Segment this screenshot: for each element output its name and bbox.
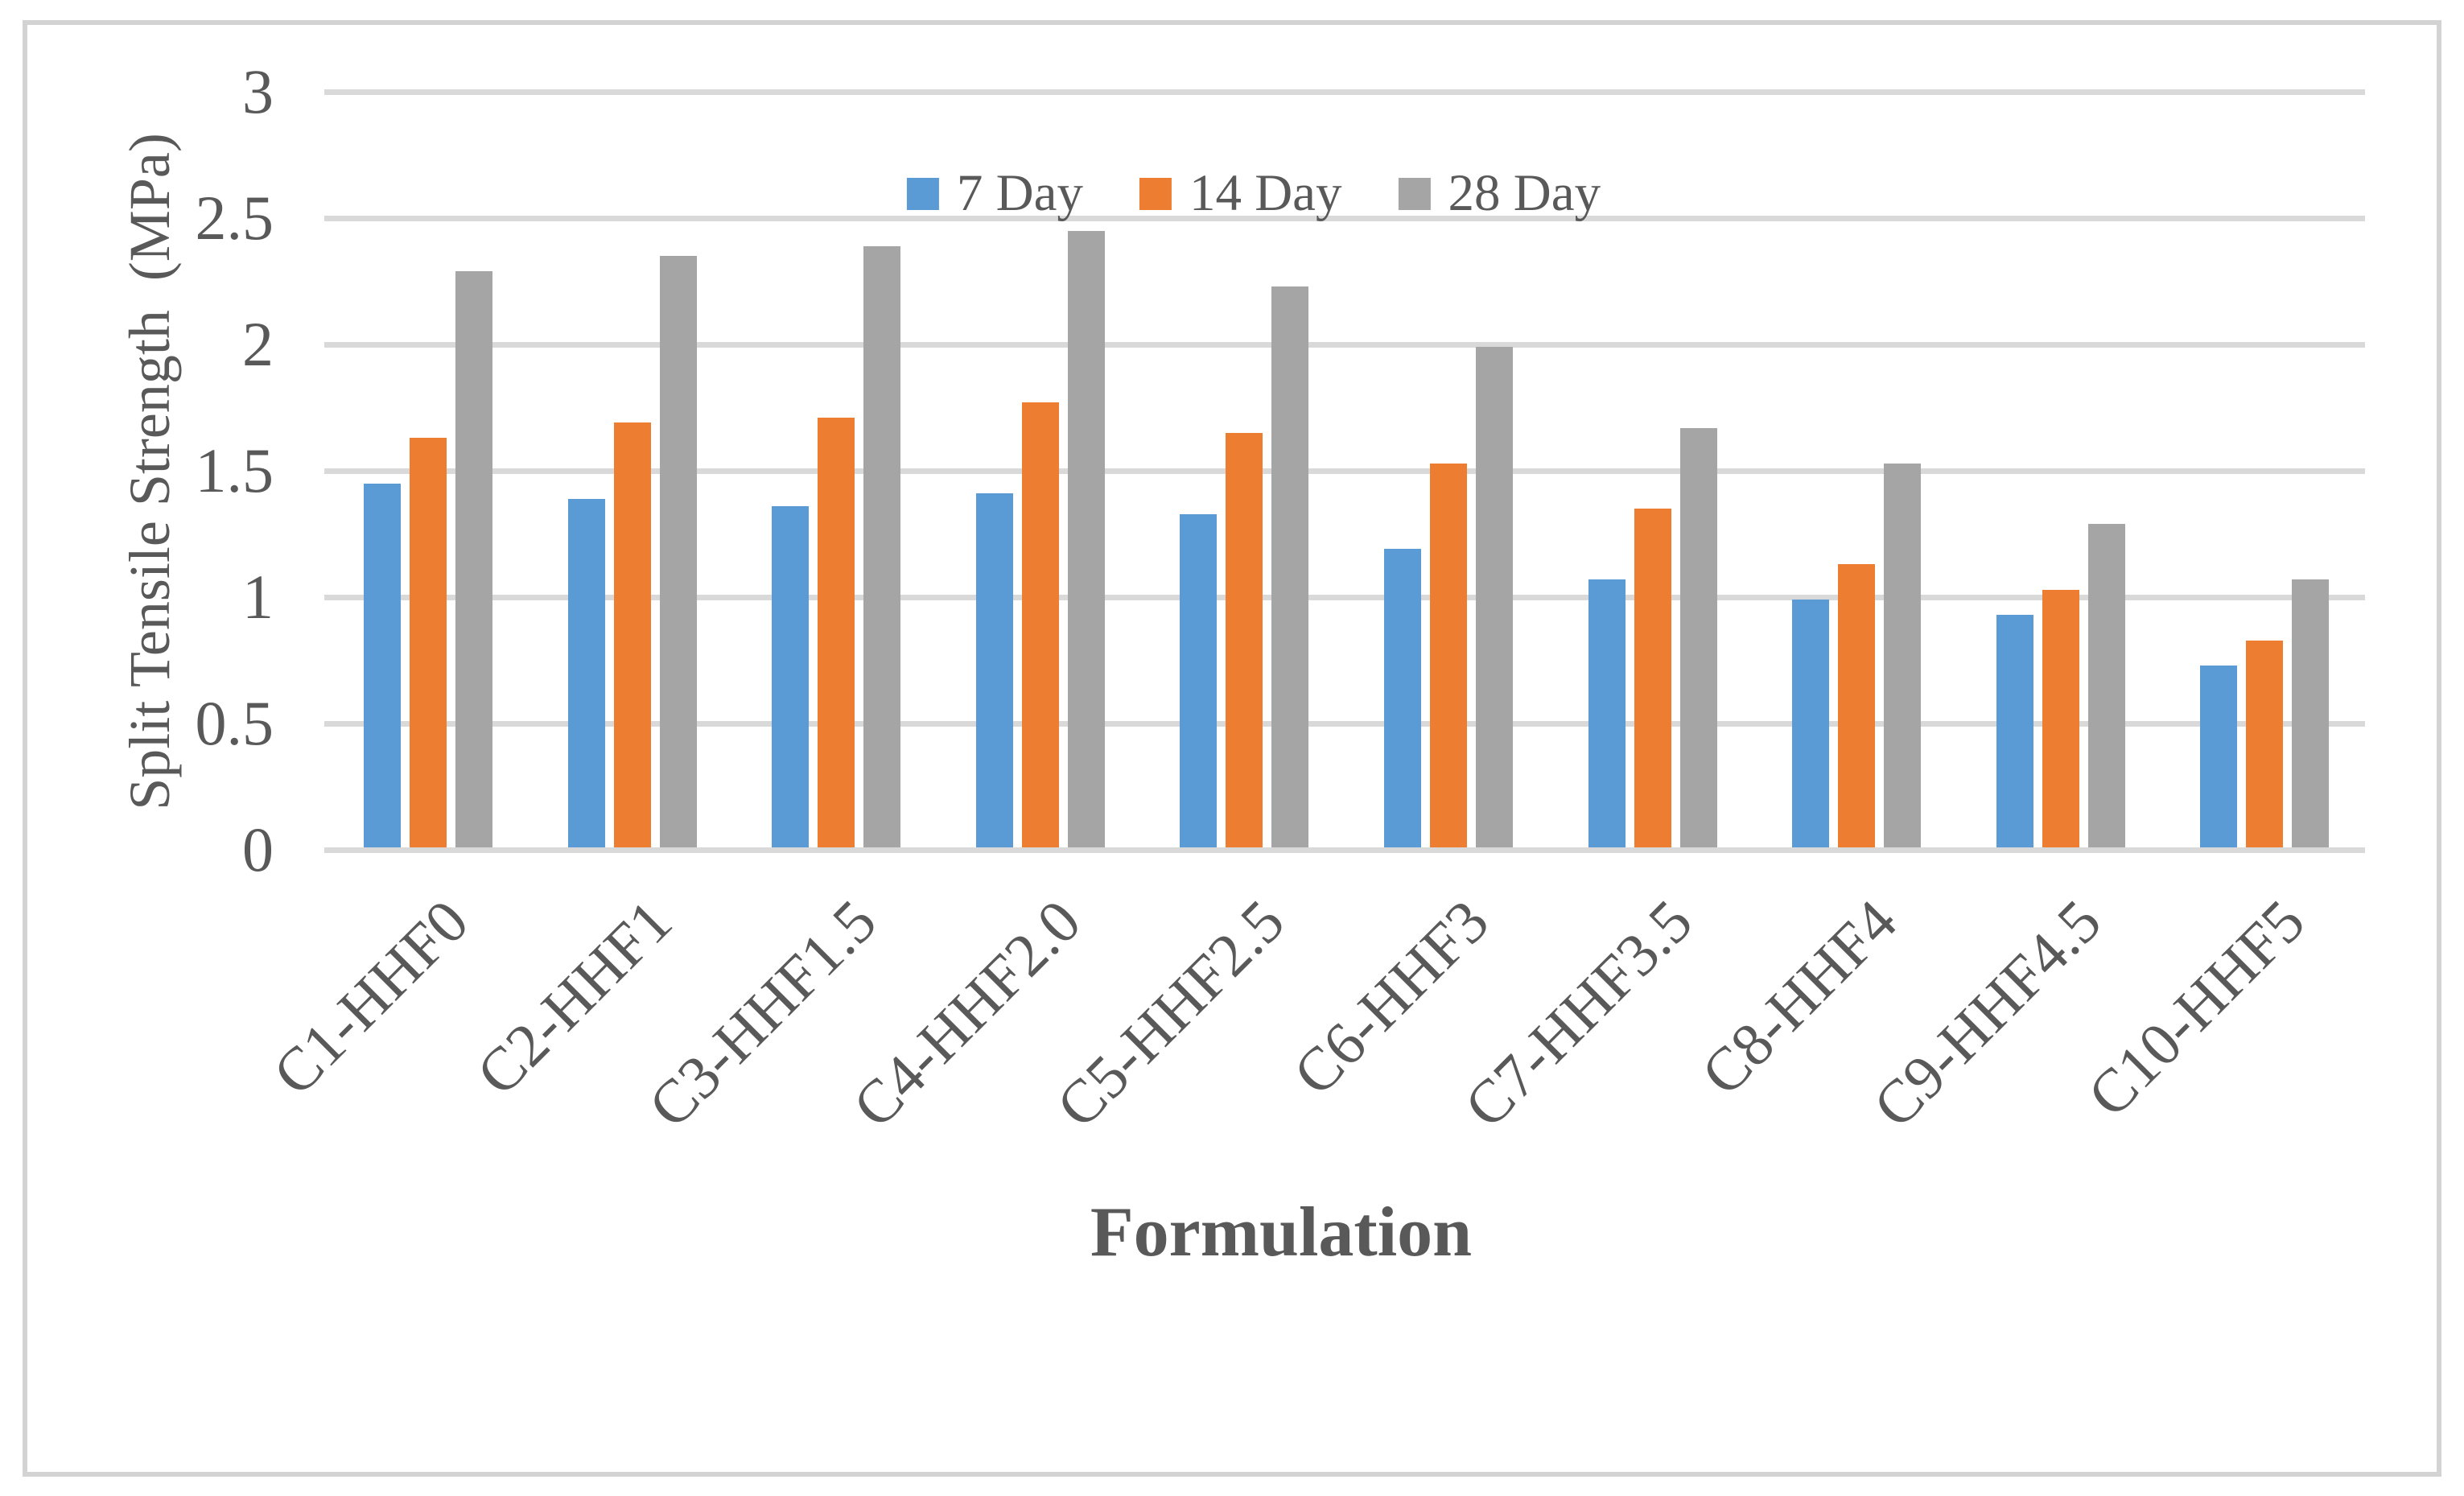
legend-swatch-icon — [906, 177, 939, 210]
x-axis-title: Formulation — [1090, 1193, 1473, 1271]
legend-label: 7 Day — [956, 164, 1083, 222]
bar-28-day-c1-hhf0 — [455, 271, 492, 847]
y-tick-label-0: 0 — [242, 814, 274, 884]
bar-7-day-c7-hhf3-5 — [1588, 579, 1625, 847]
bar-7-day-c2-hhf1 — [568, 499, 605, 847]
bar-7-day-c8-hhf4 — [1792, 600, 1829, 847]
bar-7-day-c6-hhf3 — [1384, 549, 1421, 847]
bar-7-day-c10-hhf5 — [2200, 666, 2237, 847]
bar-7-day-c5-hhf2-5 — [1180, 514, 1217, 847]
legend-item-28-day: 28 Day — [1398, 164, 1601, 222]
bar-28-day-c8-hhf4 — [1884, 464, 1921, 847]
legend-label: 28 Day — [1448, 164, 1601, 222]
y-tick-label-2: 2 — [242, 309, 274, 379]
gridline-y-0 — [324, 847, 2365, 853]
legend-swatch-icon — [1398, 177, 1431, 210]
legend-item-14-day: 14 Day — [1139, 167, 1342, 220]
bar-14-day-c1-hhf0 — [410, 438, 447, 847]
gridline-y-2.5 — [324, 216, 2365, 221]
bar-14-day-c6-hhf3 — [1430, 464, 1467, 847]
bar-14-day-c4-hhf2-0 — [1022, 402, 1059, 847]
gridline-y-3 — [324, 89, 2365, 95]
bar-14-day-c7-hhf3-5 — [1634, 509, 1671, 847]
bar-14-day-c3-hhf1-5 — [818, 418, 855, 847]
bar-14-day-c9-hhf4-5 — [2042, 590, 2079, 847]
bar-7-day-c3-hhf1-5 — [772, 506, 809, 847]
gridline-y-2 — [324, 342, 2365, 348]
bar-28-day-c10-hhf5 — [2292, 579, 2329, 847]
legend-swatch-icon — [1139, 177, 1172, 210]
bar-28-day-c7-hhf3-5 — [1680, 428, 1717, 847]
legend: 7 Day 14 Day 28 Day — [906, 164, 1601, 222]
bar-28-day-c3-hhf1-5 — [863, 246, 900, 847]
bar-28-day-c5-hhf2-5 — [1271, 286, 1308, 847]
legend-item-7-day: 7 Day — [906, 164, 1083, 222]
bar-7-day-c1-hhf0 — [364, 484, 401, 847]
gridline-y-1 — [324, 595, 2365, 600]
y-tick-label-0.5: 0.5 — [195, 688, 274, 758]
bar-28-day-c9-hhf4-5 — [2088, 524, 2125, 847]
bar-14-day-c5-hhf2-5 — [1226, 433, 1263, 847]
y-tick-label-1.5: 1.5 — [195, 435, 274, 505]
y-tick-label-1: 1 — [242, 562, 274, 632]
legend-label: 14 Day — [1189, 164, 1342, 222]
y-tick-label-3: 3 — [242, 56, 274, 126]
bar-28-day-c6-hhf3 — [1476, 347, 1513, 847]
bar-14-day-c2-hhf1 — [614, 422, 651, 847]
bar-14-day-c8-hhf4 — [1838, 564, 1875, 847]
gridline-y-1.5 — [324, 468, 2365, 474]
bar-14-day-c10-hhf5 — [2246, 641, 2283, 847]
gridline-y-0.5 — [324, 721, 2365, 727]
y-axis-title: Split Tensile Strength (MPa) — [117, 133, 182, 810]
bar-7-day-c4-hhf2-0 — [976, 493, 1013, 847]
bar-28-day-c4-hhf2-0 — [1068, 231, 1105, 847]
bar-7-day-c9-hhf4-5 — [1996, 615, 2033, 847]
y-tick-label-2.5: 2.5 — [195, 183, 274, 253]
bar-28-day-c2-hhf1 — [660, 256, 697, 847]
